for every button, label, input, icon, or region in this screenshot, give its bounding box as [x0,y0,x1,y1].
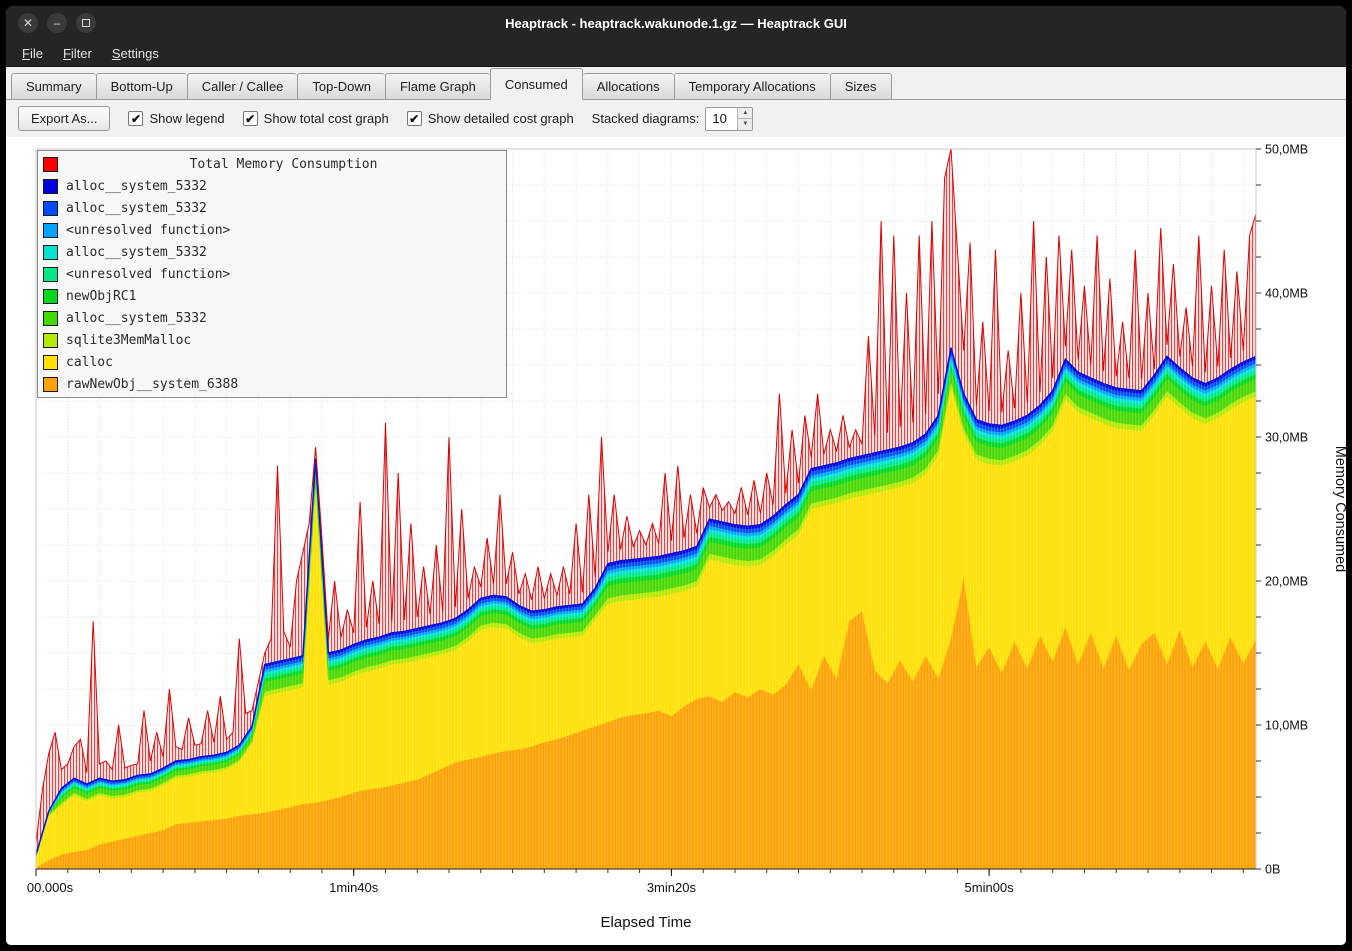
stacked-diagrams-label: Stacked diagrams: [591,111,700,126]
checkbox-check-icon: ✔ [406,111,422,126]
legend-swatch-icon [43,200,58,216]
legend-entry: sqlite3MemMalloc [41,329,503,351]
show-legend-label: Show legend [149,111,225,126]
checkbox-check-icon: ✔ [128,111,144,126]
legend-label: alloc__system_5332 [66,244,207,260]
legend-label: newObjRC1 [66,288,137,304]
window-title: Heaptrack - heaptrack.wakunode.1.gz — He… [505,15,847,31]
legend-swatch-icon [43,288,58,304]
legend-swatch-icon [43,266,58,282]
svg-text:0B: 0B [1265,863,1280,877]
menu-file[interactable]: File [22,45,43,61]
tab-caller-callee[interactable]: Caller / Callee [186,73,298,100]
tab-bar: Summary Bottom-Up Caller / Callee Top-Do… [6,67,1346,100]
menu-settings[interactable]: Settings [111,45,159,61]
legend-label: <unresolved function> [66,266,231,282]
stacked-diagrams-spinbox[interactable]: 10 ▲ ▼ [705,106,754,131]
legend-label: alloc__system_5332 [66,200,207,216]
menu-filter[interactable]: Filter [62,45,92,61]
legend-swatch-icon [43,332,58,348]
legend-title-row: Total Memory Consumption [41,153,503,175]
menubar: File Filter Settings [6,40,1346,67]
show-detailed-cost-label: Show detailed cost graph [427,111,574,126]
legend-swatch-icon [43,222,58,238]
close-button[interactable]: ✕ [18,13,38,33]
show-total-cost-label: Show total cost graph [263,111,389,126]
legend-entry: <unresolved function> [41,263,503,285]
legend-entry: alloc__system_5332 [41,307,503,329]
tab-top-down[interactable]: Top-Down [297,73,385,100]
legend-swatch-icon [43,244,58,260]
legend-swatch-icon [43,376,58,392]
svg-text:3min20s: 3min20s [647,880,697,895]
show-detailed-cost-checkbox[interactable]: ✔ Show detailed cost graph [406,111,574,126]
tab-flame-graph[interactable]: Flame Graph [384,73,490,100]
tab-consumed[interactable]: Consumed [489,68,583,100]
svg-text:Elapsed Time: Elapsed Time [601,914,692,931]
legend-entry: calloc [41,351,503,373]
toolbar: Export As... ✔ Show legend ✔ Show total … [6,100,1346,137]
close-icon: ✕ [22,16,34,30]
svg-text:5min00s: 5min00s [965,880,1015,895]
chart-legend: Total Memory Consumption alloc__system_53… [37,150,507,398]
legend-swatch-icon [43,156,58,172]
spin-up-icon[interactable]: ▲ [738,107,753,118]
legend-entry: <unresolved function> [41,219,503,241]
svg-text:Memory Consumed: Memory Consumed [1332,446,1347,573]
legend-swatch-icon [43,178,58,194]
svg-text:00.000s: 00.000s [27,880,74,895]
window-controls: ✕ – [18,13,96,33]
tab-bottom-up[interactable]: Bottom-Up [95,73,187,100]
legend-label: alloc__system_5332 [66,178,207,194]
minimize-icon: – [53,16,61,30]
legend-label: rawNewObj__system_6388 [66,376,239,392]
titlebar: ✕ – Heaptrack - heaptrack.wakunode.1.gz … [6,6,1346,40]
legend-label: calloc [66,354,113,370]
maximize-button[interactable] [76,13,96,33]
tab-sizes[interactable]: Sizes [829,73,892,100]
legend-entry: alloc__system_5332 [41,241,503,263]
svg-text:10,0MB: 10,0MB [1265,719,1308,733]
legend-entry: alloc__system_5332 [41,197,503,219]
spin-down-icon[interactable]: ▼ [738,118,753,130]
chart-canvas[interactable]: 00.000s 1min40s 3min20s 5min00s 0B 10,0MB 20,0… [6,137,1346,945]
tab-temporary-allocations[interactable]: Temporary Allocations [673,73,830,100]
svg-text:30,0MB: 30,0MB [1265,431,1308,445]
export-as-button[interactable]: Export As... [18,106,111,131]
legend-entry: newObjRC1 [41,285,503,307]
show-total-cost-checkbox[interactable]: ✔ Show total cost graph [242,111,389,126]
minimize-button[interactable]: – [47,13,67,33]
legend-swatch-icon [43,310,58,326]
stacked-diagrams-value: 10 [712,111,727,126]
app-window: ✕ – Heaptrack - heaptrack.wakunode.1.gz … [5,5,1347,946]
legend-label: sqlite3MemMalloc [66,332,192,348]
legend-entry: alloc__system_5332 [41,175,503,197]
legend-label: alloc__system_5332 [66,310,207,326]
svg-text:20,0MB: 20,0MB [1265,575,1308,589]
checkbox-check-icon: ✔ [242,111,258,126]
legend-swatch-icon [43,354,58,370]
consumed-chart[interactable]: 00.000s 1min40s 3min20s 5min00s 0B 10,0MB 20,0… [6,137,1346,945]
tab-summary[interactable]: Summary [11,73,96,100]
maximize-icon [82,19,90,27]
legend-label: <unresolved function> [66,222,231,238]
svg-text:40,0MB: 40,0MB [1265,287,1308,301]
legend-label: Total Memory Consumption [189,156,378,172]
svg-text:1min40s: 1min40s [329,880,379,895]
svg-text:50,0MB: 50,0MB [1265,143,1308,157]
legend-entry: rawNewObj__system_6388 [41,373,503,395]
tab-allocations[interactable]: Allocations [582,73,674,100]
show-legend-checkbox[interactable]: ✔ Show legend [128,111,225,126]
